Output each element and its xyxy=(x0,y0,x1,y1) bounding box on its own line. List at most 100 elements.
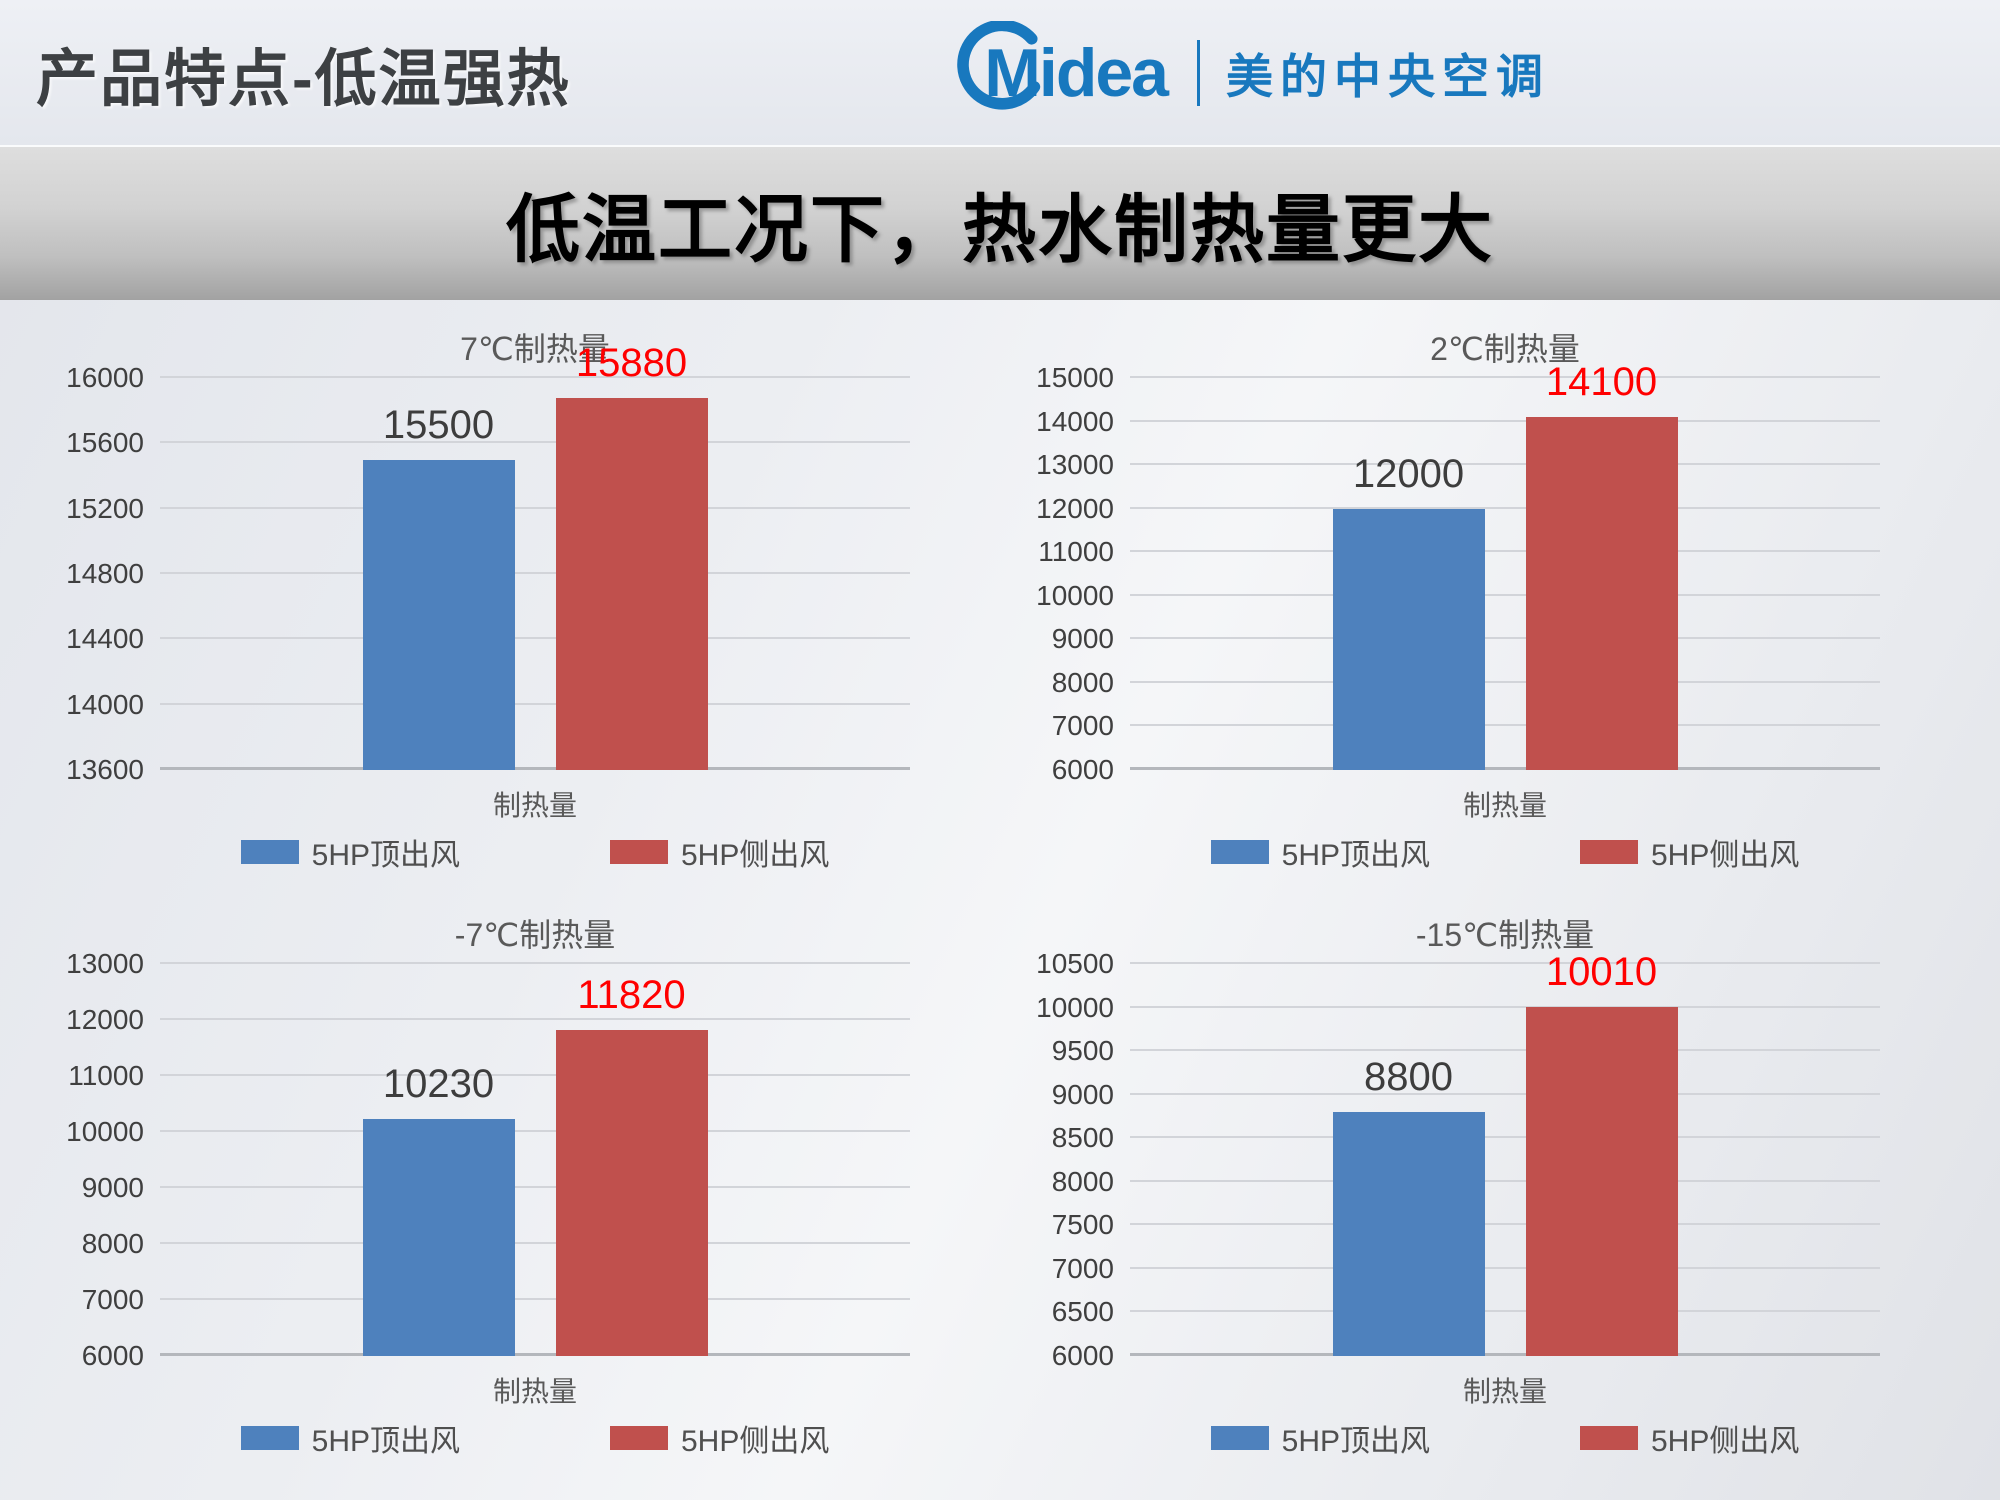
bar-slot: 8800 xyxy=(1332,964,1485,1356)
y-tick-label: 9000 xyxy=(1051,623,1114,655)
chart-neg7c-heating: -7℃制热量 13000 12000 11000 10000 9000 8000 7000 6… xyxy=(60,910,990,1486)
legend-label: 5HP侧出风 xyxy=(681,839,830,872)
legend-swatch xyxy=(1210,840,1269,864)
gridline xyxy=(160,376,910,378)
x-axis-line xyxy=(1130,1353,1880,1356)
chart-neg15c-heating: -15℃制热量 10500 10000 9500 9000 8500 8000 7500 70… xyxy=(1030,910,1960,1486)
legend-item: 5HP侧出风 xyxy=(610,1416,829,1460)
gridline xyxy=(1130,724,1880,727)
gridline xyxy=(1130,1310,1880,1313)
legend: 5HP顶出风 5HP侧出风 xyxy=(1030,1416,1880,1460)
y-tick-label: 14400 xyxy=(66,623,144,655)
bar-group: 15500 15880 xyxy=(160,341,910,770)
gridline xyxy=(1130,419,1880,422)
logo-divider xyxy=(1197,39,1200,106)
gridline xyxy=(1130,1136,1880,1139)
y-axis: 16000 15600 15200 14800 14400 14000 13600 xyxy=(60,362,160,785)
gridline xyxy=(160,1186,910,1188)
y-tick-label: 10500 xyxy=(1036,948,1114,979)
value-label: 10230 xyxy=(382,1062,495,1107)
chart-2c-heating: 2℃制热量 15000 14000 13000 12000 11000 10000 9000… xyxy=(1030,324,1960,900)
plot: 8800 10010 xyxy=(1130,950,1880,1356)
value-label: 14100 xyxy=(1545,360,1658,405)
legend-item: 5HP顶出风 xyxy=(1210,1416,1430,1460)
legend-label: 5HP侧出风 xyxy=(1651,1425,1800,1458)
gridline xyxy=(1130,1223,1880,1226)
x-axis-label: 制热量 xyxy=(1462,1376,1547,1407)
x-axis-label: 制热量 xyxy=(1462,790,1547,821)
x-axis-label: 制热量 xyxy=(492,790,577,821)
y-tick-label: 8000 xyxy=(81,1228,144,1259)
legend-swatch xyxy=(1580,840,1638,864)
legend-swatch xyxy=(610,1426,668,1450)
chart-plot-area: 16000 15600 15200 14800 14400 14000 13600 1550… xyxy=(60,341,910,785)
midea-wordmark: Midea xyxy=(984,34,1169,111)
gridline xyxy=(1130,680,1880,683)
midea-swoosh-icon xyxy=(948,19,1046,124)
gridline xyxy=(160,962,910,964)
gridline xyxy=(160,1074,910,1076)
page-title: 产品特点-低温强热 xyxy=(36,44,571,114)
banner: 低温工况下，热水制热量更大 xyxy=(0,145,2000,300)
chart-title: -15℃制热量 xyxy=(1415,917,1595,953)
x-axis-line xyxy=(160,1353,910,1356)
gridline xyxy=(160,637,910,640)
gridline xyxy=(1130,1092,1880,1095)
value-label: 10010 xyxy=(1545,949,1658,994)
y-tick-label: 15200 xyxy=(66,492,144,524)
charts-grid: 7℃制热量 16000 15600 15200 14800 14400 14000 1360… xyxy=(0,302,2000,1500)
legend-item: 5HP侧出风 xyxy=(610,830,829,874)
midea-logo-mark: Midea xyxy=(948,19,1169,124)
y-tick-label: 10000 xyxy=(66,1116,144,1147)
y-tick-label: 6500 xyxy=(1051,1296,1114,1328)
bar-group: 12000 14100 xyxy=(1130,360,1880,770)
value-label: 11820 xyxy=(577,973,686,1018)
y-tick-label: 9000 xyxy=(81,1172,144,1203)
y-tick-label: 13000 xyxy=(66,948,144,979)
bar-5HP顶出风 xyxy=(362,1119,515,1356)
bar-5HP顶出风 xyxy=(1332,1112,1485,1356)
gridline xyxy=(160,1018,910,1020)
legend-item: 5HP顶出风 xyxy=(1210,830,1430,874)
y-tick-label: 11000 xyxy=(68,1060,144,1091)
legend: 5HP顶出风 5HP侧出风 xyxy=(60,830,910,874)
chart-plot-area: 15000 14000 13000 12000 11000 10000 9000 8000 70… xyxy=(1030,360,1880,785)
chart-plot-area: 13000 12000 11000 10000 9000 8000 7000 6000 102… xyxy=(60,948,910,1371)
gridline xyxy=(160,1242,910,1244)
gridline xyxy=(1130,463,1880,466)
gridline xyxy=(160,1130,910,1132)
y-tick-label: 14000 xyxy=(1036,405,1114,437)
value-label: 15880 xyxy=(575,340,688,385)
gridline xyxy=(1130,637,1880,640)
gridline xyxy=(160,702,910,705)
bar-slot: 15500 xyxy=(362,378,515,770)
chart-title: -7℃制热量 xyxy=(454,917,616,953)
y-tick-label: 6000 xyxy=(1051,1340,1114,1371)
legend-label: 5HP侧出风 xyxy=(1651,839,1800,872)
gridline xyxy=(160,441,910,444)
legend: 5HP顶出风 5HP侧出风 xyxy=(1030,830,1880,874)
bar-group: 10230 11820 xyxy=(160,964,910,1356)
chart-plot-area: 10500 10000 9500 9000 8500 8000 7500 7000 6500 60… xyxy=(1030,948,1880,1371)
gridline xyxy=(1130,1049,1880,1052)
y-tick-label: 13000 xyxy=(1036,449,1114,481)
chart-7c-heating: 7℃制热量 16000 15600 15200 14800 14400 14000 1360… xyxy=(60,324,990,900)
gridline xyxy=(1130,1005,1880,1008)
y-tick-label: 10000 xyxy=(1036,579,1114,611)
plot: 12000 14100 xyxy=(1130,360,1880,770)
y-tick-label: 7000 xyxy=(1051,1252,1114,1284)
gridline xyxy=(160,506,910,509)
legend-item: 5HP侧出风 xyxy=(1580,1416,1799,1460)
legend-item: 5HP顶出风 xyxy=(240,830,460,874)
y-axis: 15000 14000 13000 12000 11000 10000 9000 8000 70… xyxy=(1030,362,1130,785)
plot: 15500 15880 xyxy=(160,341,910,770)
midea-cn-name: 美的中央空调 xyxy=(1226,50,1550,103)
legend: 5HP顶出风 5HP侧出风 xyxy=(60,1416,910,1460)
y-tick-label: 9000 xyxy=(1051,1078,1114,1110)
gridline xyxy=(1130,962,1880,964)
y-tick-label: 13600 xyxy=(66,754,144,785)
legend-swatch xyxy=(1210,1426,1269,1450)
legend-label: 5HP顶出风 xyxy=(311,839,460,872)
bar-5HP顶出风 xyxy=(362,459,515,770)
